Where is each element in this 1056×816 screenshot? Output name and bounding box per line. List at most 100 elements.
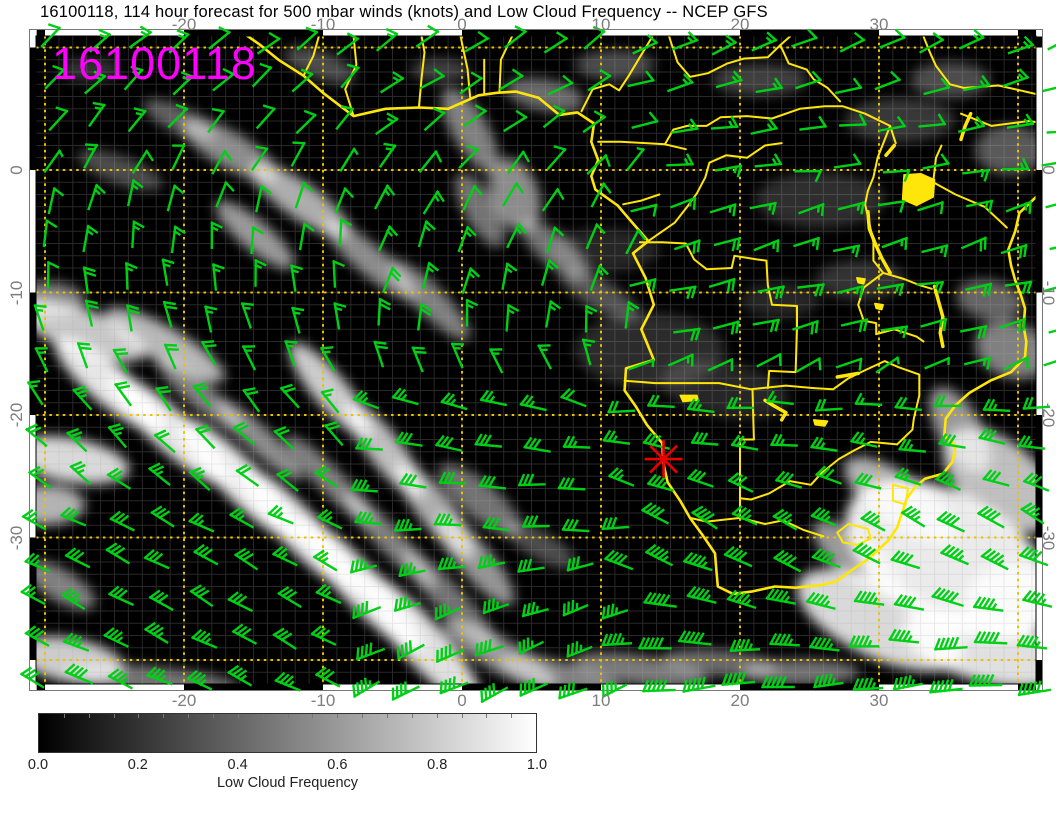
wind-barb: [726, 589, 757, 610]
wind-barb: [627, 70, 655, 88]
wind-barb: [503, 109, 528, 133]
wind-barb: [1007, 35, 1035, 55]
lake-fill: [901, 172, 936, 207]
wind-barb: [646, 394, 675, 409]
wind-barb: [1002, 68, 1030, 88]
wind-barb: [682, 551, 713, 572]
cloud-blob: [215, 200, 295, 270]
wind-barb: [193, 543, 219, 566]
wind-barb: [590, 182, 612, 208]
wind-barb: [715, 70, 743, 89]
wind-barb: [962, 74, 991, 92]
wind-barb: [24, 625, 50, 647]
country-border: [922, 36, 1036, 95]
wind-barb: [212, 67, 236, 92]
wind-barb: [374, 112, 399, 136]
wind-barb: [478, 474, 507, 490]
wind-barb: [107, 668, 134, 690]
wind-barb: [458, 144, 480, 169]
colorbar-tick: [212, 714, 214, 718]
wind-barb: [26, 379, 44, 406]
wind-barb: [76, 341, 92, 369]
frame-stripe: [740, 684, 879, 691]
wind-barb: [106, 467, 132, 490]
wind-barb: [332, 259, 345, 288]
cloud-blob: [36, 282, 85, 318]
wind-barb: [333, 302, 347, 330]
wind-barb: [418, 150, 443, 173]
wind-barb: [336, 32, 360, 56]
wind-barb: [854, 472, 882, 490]
wind-barb: [753, 239, 780, 253]
wind-barb: [795, 357, 822, 373]
country-border: [882, 271, 933, 290]
frame-stripe: [1036, 292, 1043, 415]
wind-barb: [279, 383, 300, 409]
wind-barb: [231, 623, 258, 645]
cloud-blob: [813, 520, 903, 600]
wind-barb: [811, 548, 841, 569]
wind-barb: [319, 346, 336, 372]
lat-tick-label-right: 0: [1038, 165, 1056, 174]
wind-barb: [256, 31, 281, 55]
lon-tick-label-bottom: 0: [457, 691, 467, 710]
wind-barb: [124, 261, 138, 290]
wind-barb: [1018, 546, 1049, 567]
wind-barb: [241, 344, 257, 371]
lake-fill: [856, 277, 866, 285]
wind-barb: [602, 429, 631, 445]
cloud-blob: [438, 463, 522, 537]
wind-barb: [394, 431, 423, 447]
wind-barb: [929, 678, 963, 694]
wind-barb: [726, 396, 755, 410]
wind-barb: [314, 666, 341, 688]
wind-barb: [589, 264, 609, 292]
wind-barb: [708, 277, 736, 293]
wind-barb: [354, 511, 382, 526]
wind-barb: [170, 225, 186, 254]
wind-barb: [892, 675, 924, 691]
country-border: [647, 142, 783, 243]
wind-barb: [839, 113, 867, 127]
wind-barb: [557, 477, 586, 491]
wind-barb: [756, 352, 782, 368]
lake-outline: [835, 371, 860, 379]
wind-barb: [601, 632, 633, 647]
wind-barb: [581, 338, 596, 366]
country-border: [623, 379, 815, 391]
wind-barb: [517, 558, 545, 573]
cloud-blob: [488, 158, 542, 232]
wind-barb: [435, 644, 465, 664]
wind-barb: [644, 544, 674, 567]
country-border: [580, 36, 654, 113]
wind-barb: [43, 149, 64, 173]
wind-barb: [601, 680, 628, 698]
wind-barb: [242, 387, 261, 413]
wind-barb: [798, 202, 825, 217]
wind-barb: [916, 280, 945, 294]
country-border: [891, 483, 910, 506]
wind-barb: [277, 586, 302, 609]
wind-barb: [352, 601, 382, 620]
wind-barb: [290, 141, 306, 167]
wind-barb: [295, 109, 317, 135]
wind-barb: [876, 282, 905, 296]
lat-tick-label-left: -20: [7, 402, 26, 428]
wind-barb: [88, 101, 106, 128]
colorbar-tick: [386, 714, 388, 718]
wind-barb: [479, 389, 508, 407]
wind-barb: [959, 324, 988, 339]
wind-barb: [833, 153, 862, 169]
wind-barb: [338, 218, 353, 247]
wind-barb: [506, 222, 527, 249]
cloud-blob: [560, 269, 640, 321]
cloud-blob: [283, 46, 357, 84]
wind-barb: [518, 637, 545, 655]
wind-barb: [499, 68, 524, 91]
wind-barb: [834, 77, 863, 95]
wind-barb: [320, 388, 340, 414]
wind-barb: [624, 300, 640, 329]
wind-barb: [809, 436, 838, 452]
wind-barb: [794, 169, 823, 183]
wind-barb: [323, 421, 344, 447]
